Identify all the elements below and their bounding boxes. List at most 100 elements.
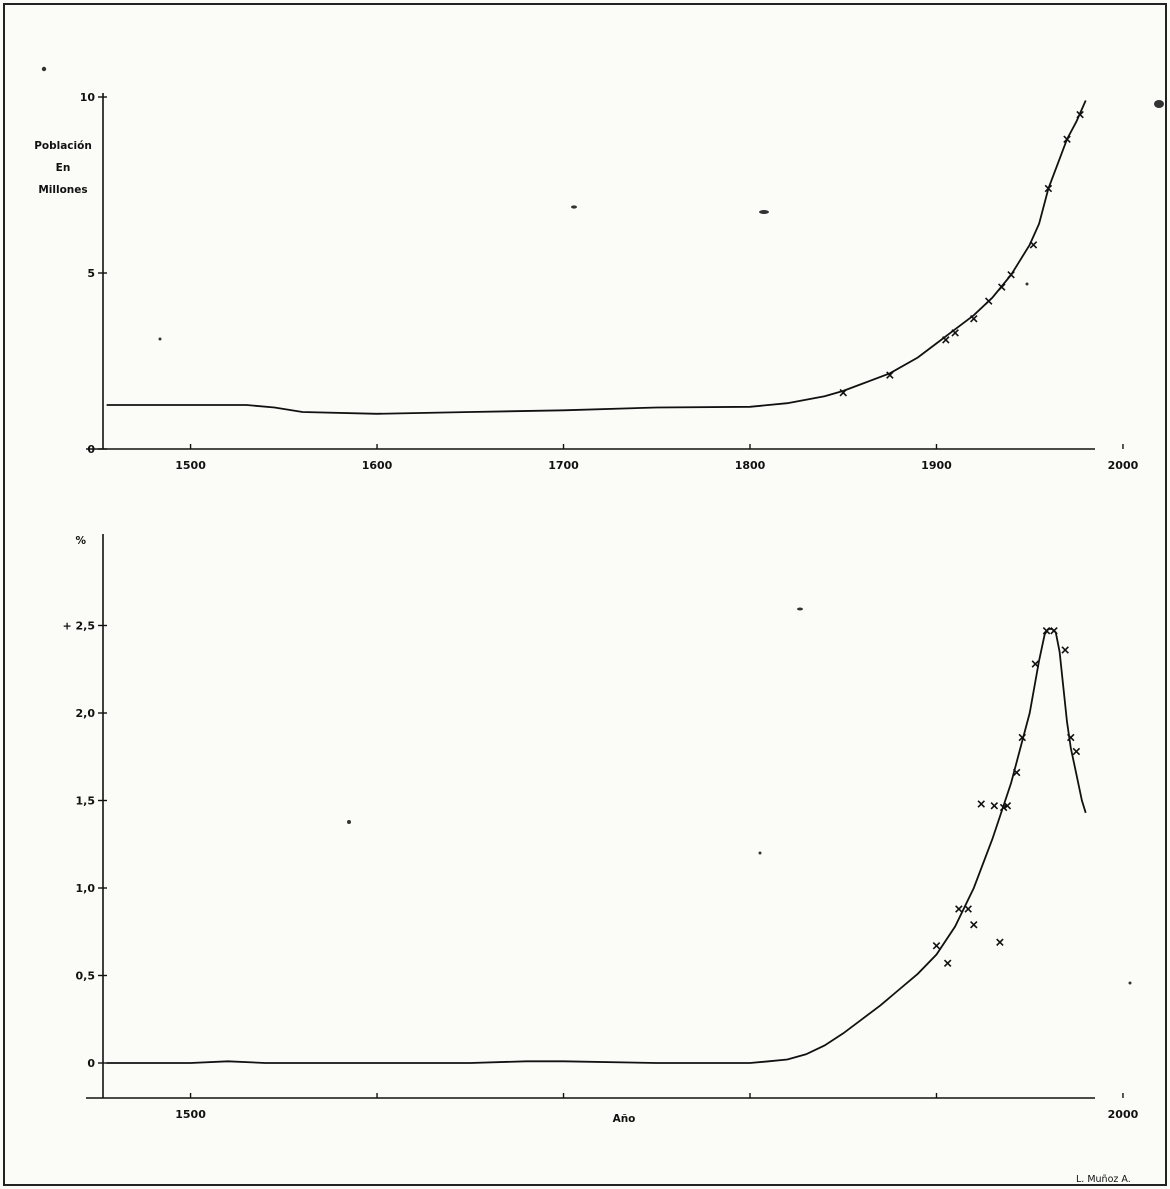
y-tick-label: 5 [87,267,95,280]
data-point-marker [886,371,894,379]
data-point-marker [932,941,941,950]
x-tick-label: 1900 [921,459,952,472]
marker-stroke [951,329,959,337]
speck [571,205,577,209]
marker-stroke [942,336,950,344]
y-axis-label: Población [34,140,92,152]
speck [1025,282,1029,286]
speck [1128,981,1132,985]
marker-stroke [839,388,848,397]
x-tick-label: 2000 [1108,459,1139,472]
marker-stroke [1029,241,1038,249]
marker-stroke [990,801,999,810]
population-chart: 0 5 10 1500 1600 1700 1800 1900 2000 Población En M… [34,91,1138,472]
marker-stroke [1042,626,1051,635]
data-point-marker [839,388,848,397]
y-tick-label: + 2,5 [62,620,95,633]
data-point-marker [1066,733,1075,742]
data-point-marker [942,336,950,344]
marker-stroke [1012,768,1021,777]
data-curve [106,100,1087,415]
marker-stroke [1072,747,1081,756]
speck [41,66,47,72]
speck [758,851,762,855]
marker-stroke [1066,733,1075,742]
marker-stroke [1063,135,1071,144]
marker-stroke [1003,801,1012,810]
data-curve [106,628,1087,1064]
speck [158,337,162,341]
y-tick-label: 10 [80,91,96,104]
data-point-marker [1061,646,1069,654]
marker-stroke [1050,626,1058,635]
y-tick-label: 1,0 [76,882,96,895]
data-point-marker [1063,135,1071,144]
data-point-marker [1007,270,1015,279]
marker-stroke [970,920,978,929]
y-tick-label: 2,0 [76,707,96,720]
data-point-marker [996,938,1004,947]
x-tick-label: 1800 [735,459,766,472]
figure-frame [3,3,1167,1186]
marker-stroke [997,283,1006,291]
data-point-marker [1012,768,1021,777]
y-tick-label: 1,5 [76,795,96,808]
marker-stroke [977,800,986,808]
marker-stroke [1007,270,1015,279]
marker-stroke [955,905,963,913]
marker-stroke [1018,733,1027,742]
growth-rate-chart: 0 0,5 1,0 1,5 2,0 + 2,5 1500 2000% Año [62,534,1139,1125]
data-point-marker [999,803,1008,812]
data-point-marker [1018,733,1027,742]
x-tick-label: 2000 [1108,1108,1139,1121]
data-point-marker [1072,747,1081,756]
data-point-marker [943,959,952,968]
print-specks [41,66,1164,985]
marker-stroke [886,371,894,379]
x-tick-label: 1700 [548,459,579,472]
data-point-marker [1003,801,1012,810]
y-tick-label: 0 [87,1057,95,1070]
data-point-marker [1044,184,1053,193]
data-point-marker [977,800,986,808]
speck [347,820,351,824]
marker-stroke [996,938,1004,947]
data-point-marker [1076,110,1084,119]
y-tick-label: 0,5 [76,970,96,983]
speck [797,607,803,611]
data-point-marker [1042,626,1051,635]
data-point-marker [970,920,978,929]
marker-stroke [970,314,978,323]
x-tick-label: 1500 [175,1108,206,1121]
data-point-marker [964,905,972,913]
marker-stroke [984,297,993,305]
data-point-marker [955,905,963,913]
author-credit: L. Muñoz A. [1076,1174,1131,1185]
marker-stroke [1061,646,1069,654]
speck [1154,100,1164,108]
y-axis-label: En [56,162,71,174]
x-tick-label: 1600 [362,459,393,472]
x-axis-label: Año [613,1113,636,1125]
y-axis-label: Millones [38,184,87,196]
data-point-marker [990,801,999,810]
x-tick-label: 1500 [175,459,206,472]
data-point-marker [984,297,993,305]
speck [759,210,769,214]
marker-stroke [1031,660,1040,668]
data-point-marker [1029,241,1038,249]
marker-stroke [999,803,1008,812]
data-point-marker [1031,660,1040,668]
marker-stroke [932,941,941,950]
y-axis-label: % [75,535,86,547]
marker-stroke [1044,184,1053,193]
marker-stroke [943,959,952,968]
data-point-marker [997,283,1006,291]
data-point-marker [1050,626,1058,635]
data-point-marker [951,329,959,337]
y-tick-label: 0 [87,443,95,456]
marker-stroke [964,905,972,913]
marker-stroke [1076,110,1084,119]
data-point-marker [970,314,978,323]
